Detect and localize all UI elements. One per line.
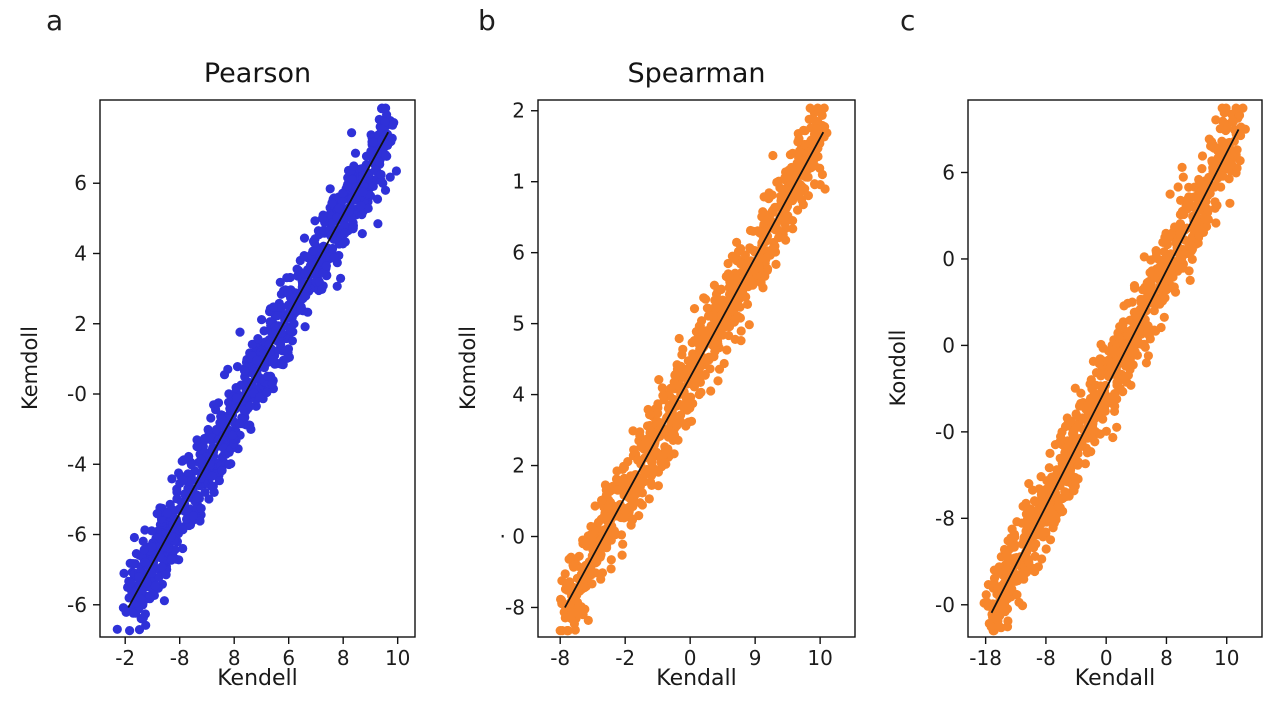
- trend-line: [564, 131, 825, 608]
- scatter-points: [979, 103, 1250, 636]
- x-tick-label: -2: [115, 646, 135, 670]
- trend-line: [127, 131, 389, 608]
- y-tick-label: 0: [942, 333, 955, 357]
- x-tick-label: -8: [1036, 646, 1056, 670]
- x-tick-label: -8: [170, 646, 190, 670]
- y-tick-label: -0: [935, 420, 955, 444]
- y-tick-label: -8: [505, 595, 525, 619]
- x-tick-label: -18: [969, 646, 1002, 670]
- x-tick-label: 8: [337, 646, 350, 670]
- x-tick-label: 0: [1100, 646, 1113, 670]
- trend-line: [990, 129, 1240, 614]
- y-tick-label: 1: [512, 170, 525, 194]
- panel-c-plot: 6 0 0 -0 -8 -0 -18 -8 0 8 10: [935, 99, 1263, 670]
- x-tick-label: 10: [1214, 646, 1239, 670]
- y-tick-label: -8: [935, 506, 955, 530]
- panel-label-b: b: [478, 4, 496, 37]
- panel-a-yaxis-label: Kemdoll: [18, 326, 42, 410]
- x-tick-label: 8: [228, 646, 241, 670]
- panel-b-plot: 2 1 6 5 4 2 · 0 -8 -8 -2 0 9 10: [500, 99, 856, 670]
- panel-b-yaxis-label: Komdoll: [456, 326, 480, 410]
- y-tick-label: 4: [74, 241, 87, 265]
- y-tick-label: 6: [74, 171, 87, 195]
- panel-label-c: c: [900, 4, 916, 37]
- x-tick-label: 6: [282, 646, 295, 670]
- y-tick-label: 6: [512, 241, 525, 265]
- y-tick-label: -0: [67, 382, 87, 406]
- panel-a-title: Pearson: [203, 58, 312, 89]
- x-tick-label: 10: [385, 646, 410, 670]
- panel-b-title: Spearman: [627, 58, 766, 89]
- x-tick-label: 8: [1160, 646, 1173, 670]
- panel-c-yaxis-label: Kondoll: [886, 329, 910, 407]
- x-tick-label: 0: [684, 646, 697, 670]
- y-tick-label: -6: [67, 593, 87, 617]
- x-tick-label: -8: [550, 646, 570, 670]
- y-tick-label: -4: [67, 452, 87, 476]
- panel-c-xaxis-label: Kendall: [1074, 666, 1156, 691]
- y-tick-label: 2: [512, 99, 525, 123]
- y-tick-label: 2: [512, 454, 525, 478]
- y-tick-label: -6: [67, 523, 87, 547]
- x-tick-label: -2: [615, 646, 635, 670]
- x-tick-label: 10: [807, 646, 832, 670]
- y-tick-label: 6: [942, 160, 955, 184]
- panel-b-xaxis-label: Kendall: [656, 666, 737, 691]
- x-tick-label: 9: [749, 646, 762, 670]
- panel-a-plot: 6 4 2 -0 -4 -6 -6 -2 -8 8 6 8 10: [67, 99, 416, 670]
- y-tick-label: 0: [942, 247, 955, 271]
- y-tick-label: 4: [512, 383, 525, 407]
- panel-a-xaxis-label: Kendell: [217, 666, 298, 691]
- y-tick-label: -0: [935, 593, 955, 617]
- y-tick-label: · 0: [500, 525, 525, 549]
- y-tick-label: 5: [512, 312, 525, 336]
- panel-label-a: a: [46, 4, 64, 37]
- y-tick-label: 2: [74, 312, 87, 336]
- scatter-points: [112, 103, 401, 636]
